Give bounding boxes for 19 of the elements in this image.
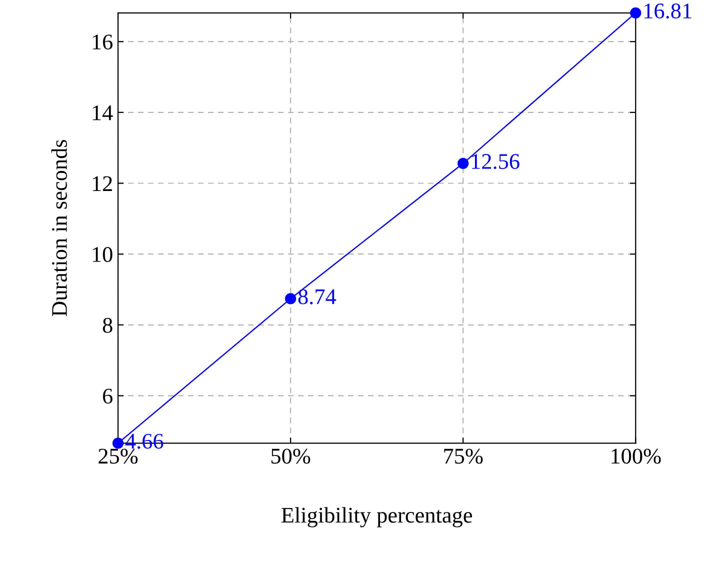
y-tick-label: 12 (92, 176, 112, 191)
y-tick-label: 6 (103, 388, 112, 404)
x-tick-label: 25% (98, 448, 138, 464)
y-tick-label: 14 (92, 105, 113, 120)
data-label: 12.56 (472, 154, 520, 170)
y-tick-label: 16 (92, 34, 112, 50)
point (112, 438, 124, 449)
data-label: 16.81 (644, 3, 692, 19)
y-tick-label: 8 (102, 318, 112, 333)
x-tick-label: 75% (444, 448, 483, 464)
data-label: 8.74 (298, 289, 336, 304)
y-tick-label: 10 (92, 247, 112, 262)
point (630, 7, 642, 18)
x-axis-title: Eligibility percentage (282, 507, 472, 528)
x-tick-label: 100% (612, 448, 661, 464)
y-axis-title: Duration in seconds (51, 140, 67, 316)
point (285, 293, 296, 304)
point (458, 158, 469, 169)
x-tick-label: 50% (271, 448, 310, 464)
